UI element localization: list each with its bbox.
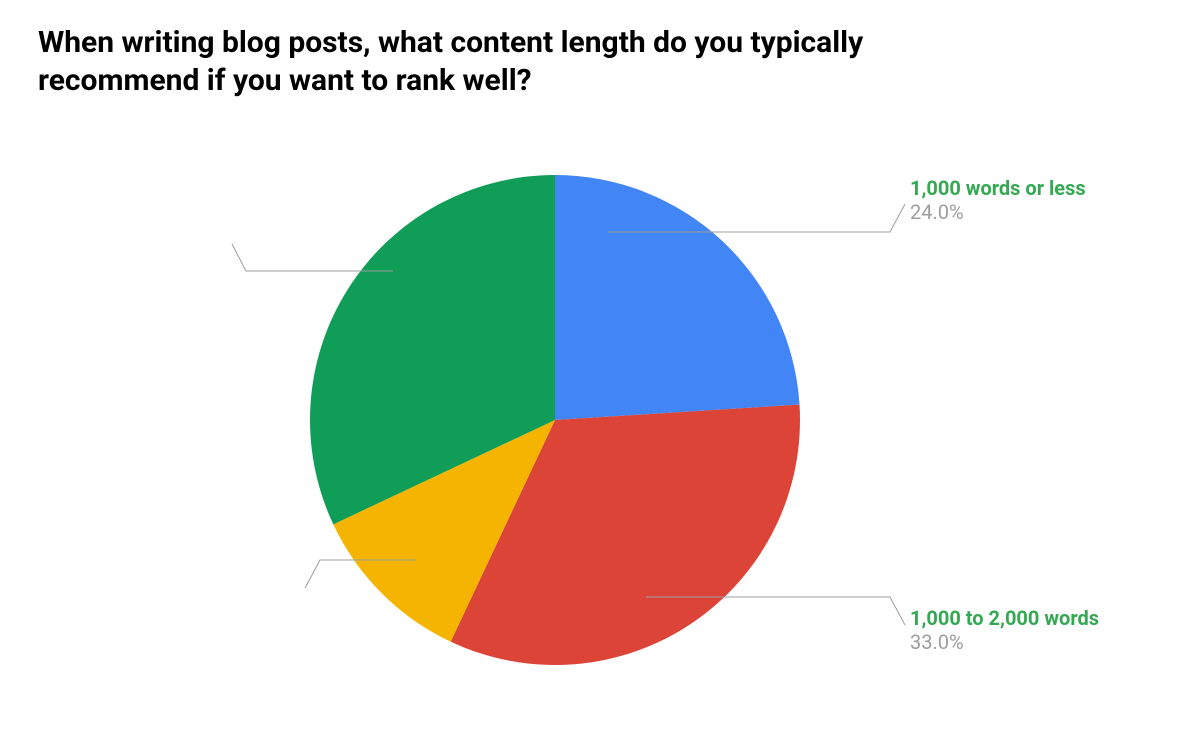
slice-label-name: 1,000 words or less: [910, 176, 1086, 200]
slice-label-name: 1,000 to 2,000 words: [910, 606, 1099, 630]
slice-label: 1,000 to 2,000 words33.0%: [910, 606, 1099, 654]
slice-label: 1,000 words or less24.0%: [910, 176, 1086, 224]
slice-label-pct: 33.0%: [910, 630, 1099, 654]
slice-label-pct: 24.0%: [910, 200, 1086, 224]
pie-slice: [555, 175, 800, 420]
